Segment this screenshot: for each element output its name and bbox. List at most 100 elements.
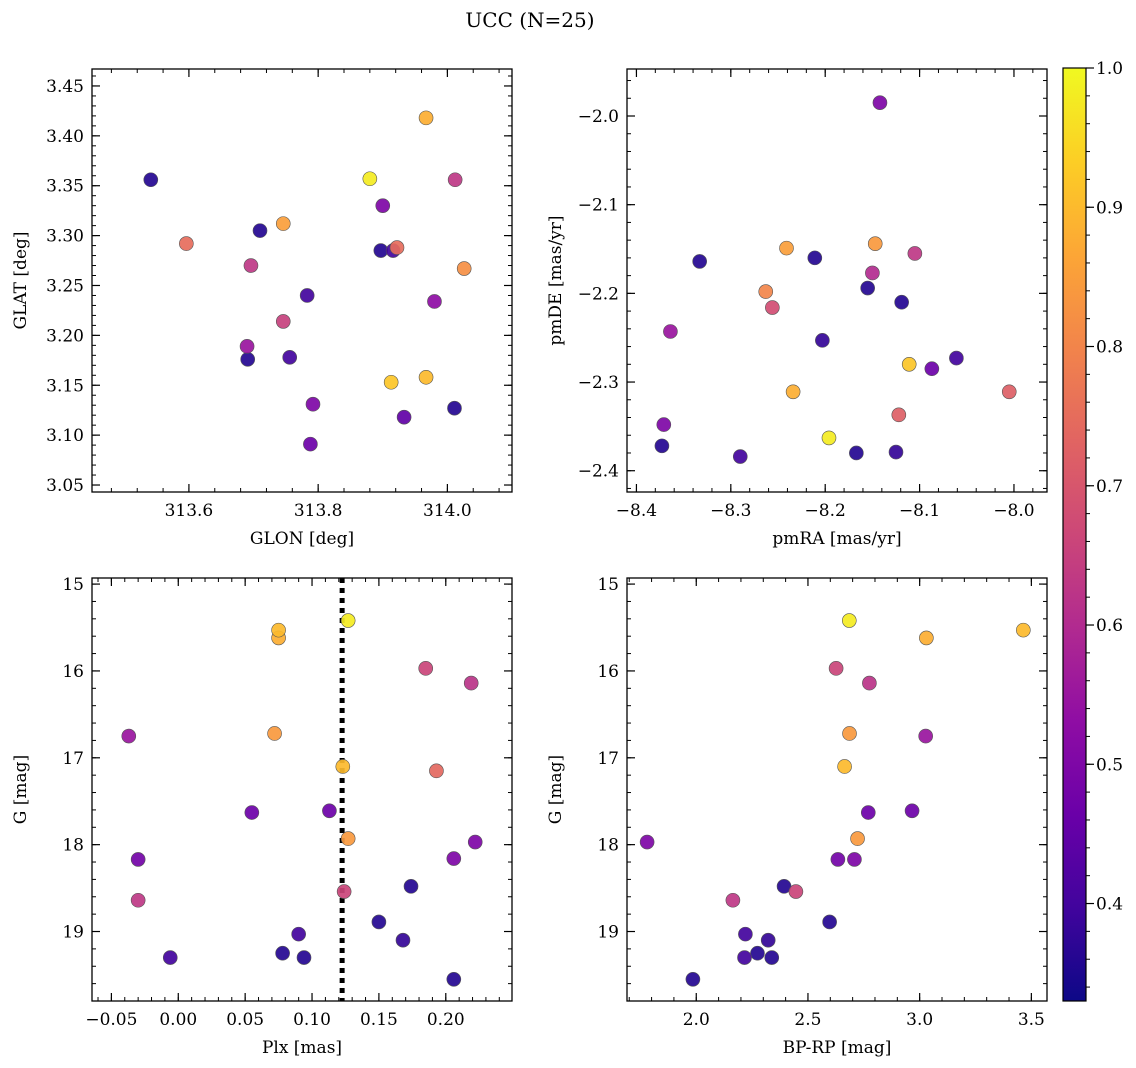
data-point (760, 932, 776, 948)
data-point (303, 436, 318, 452)
data-point (894, 294, 909, 310)
y-tick-label: 18 (597, 836, 619, 856)
x-tick-label: 2.0 (683, 1010, 710, 1030)
data-point (340, 613, 356, 628)
panel-2: −8.4 −8.3 −8.2 −8.1 −8.0 −2.4 −2.3 −2.2 −2.1 −2.0… (546, 68, 1048, 549)
x-tick-label: 0.15 (360, 1010, 398, 1030)
data-point (418, 369, 434, 385)
data-point (865, 265, 880, 281)
data-point (1016, 622, 1031, 638)
data-point (271, 622, 286, 638)
data-point (296, 950, 312, 965)
plot-frame (91, 68, 513, 493)
colorbar-tick-label: 1.0 (1096, 59, 1123, 79)
y-tick-label: 3.15 (46, 376, 84, 396)
data-point (663, 324, 678, 339)
y-tick-label: 19 (62, 923, 84, 943)
data-point (732, 449, 748, 464)
data-point (842, 726, 857, 741)
data-point (779, 240, 794, 256)
data-point (373, 243, 389, 258)
data-point (362, 171, 378, 187)
x-tick-label: 313.8 (294, 501, 343, 521)
data-point (860, 805, 876, 820)
x-tick-label: −8.1 (899, 501, 940, 521)
data-point (758, 284, 774, 299)
data-point (725, 892, 741, 908)
colorbar-tick-label: 0.7 (1096, 477, 1123, 497)
colorbar-tick-label: 0.6 (1096, 616, 1123, 636)
data-point (130, 892, 146, 908)
data-point (389, 240, 405, 255)
y-tick-label: 3.10 (46, 426, 84, 446)
data-point (692, 254, 707, 269)
data-point (924, 361, 940, 377)
data-point (335, 759, 351, 774)
x-axis-label: Plx [mas] (262, 1038, 342, 1058)
data-point (267, 726, 282, 741)
data-point (305, 396, 321, 412)
y-tick-label: 3.40 (46, 127, 84, 147)
data-point (179, 236, 194, 251)
y-tick-label: 15 (62, 575, 84, 595)
plot-frame (626, 577, 1048, 1002)
y-tick-label: 16 (62, 662, 84, 682)
colorbar-tick-label: 0.4 (1096, 895, 1123, 915)
y-tick-label: −2.1 (578, 196, 619, 216)
x-tick-label: −8.4 (616, 501, 657, 521)
data-point (121, 728, 137, 744)
x-tick-label: 2.5 (794, 1010, 821, 1030)
y-tick-label: 16 (597, 662, 619, 682)
colorbar-gradient (1062, 67, 1087, 1002)
data-point (828, 661, 844, 676)
data-point (446, 851, 462, 866)
x-tick-label: −8.3 (710, 501, 751, 521)
panels: 313.6 313.8 314.0 3.05 3.10 3.15 3.20 3.25 3.30 3… (11, 68, 1048, 1058)
data-point (371, 914, 387, 930)
data-point (239, 339, 255, 354)
data-point (807, 250, 823, 266)
y-tick-label: 3.05 (46, 476, 84, 496)
data-point (841, 613, 857, 628)
data-point (275, 945, 290, 961)
data-point (418, 661, 434, 676)
data-point (336, 884, 352, 899)
y-tick-label: 3.25 (46, 276, 84, 296)
data-point (738, 926, 753, 942)
panel-4: 2.0 2.5 3.0 3.5 15 16 17 18 19 BP-RP [mag] G [mag] (546, 575, 1048, 1058)
data-point (822, 914, 837, 930)
colorbar: 0.4 0.5 0.6 0.7 0.8 0.9 1.0 (1062, 59, 1123, 1002)
data-point (847, 852, 862, 867)
y-tick-label: −2.2 (578, 284, 619, 304)
data-point (901, 357, 917, 372)
data-point (860, 280, 875, 296)
data-point (654, 438, 670, 454)
y-axis-label: G [mag] (11, 755, 31, 824)
data-point (830, 852, 846, 867)
data-point (375, 198, 391, 213)
x-tick-label: 0.00 (159, 1010, 197, 1030)
y-tick-label: 3.35 (46, 177, 84, 197)
data-point (396, 409, 412, 425)
x-axis-label: pmRA [mas/yr] (772, 529, 901, 549)
data-point (467, 834, 483, 850)
colorbar-tick-label: 0.5 (1096, 755, 1123, 775)
y-tick-label: 19 (597, 923, 619, 943)
x-tick-label: 313.6 (165, 501, 214, 521)
panel-3: −0.05 0.00 0.05 0.10 0.15 0.20 15 16 17 18 19 Plx [… (11, 575, 513, 1058)
x-tick-label: −0.05 (85, 1010, 137, 1030)
data-point (821, 430, 837, 446)
data-point (447, 172, 463, 188)
data-point (143, 172, 159, 188)
data-point (275, 216, 291, 231)
y-tick-label: −2.0 (578, 107, 619, 127)
x-tick-label: −8.0 (993, 501, 1034, 521)
y-axis-label: G [mag] (546, 755, 566, 824)
data-point (872, 95, 888, 110)
data-point (463, 675, 479, 691)
data-point (949, 350, 964, 366)
data-point (919, 630, 934, 646)
y-tick-label: 18 (62, 836, 84, 856)
data-point (849, 445, 864, 461)
